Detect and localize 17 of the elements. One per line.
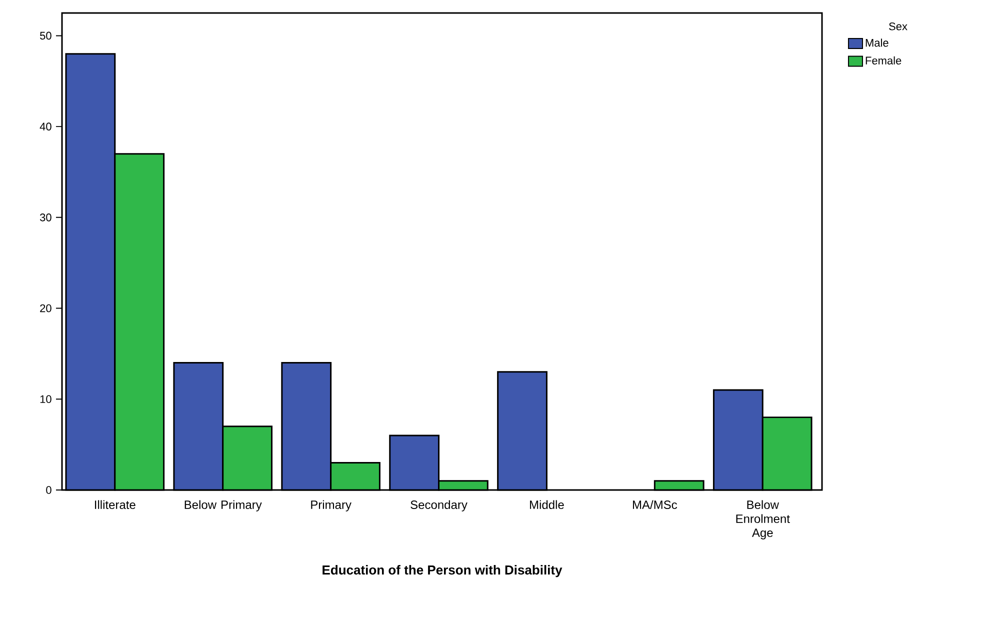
legend-label: Male [866, 38, 888, 47]
x-tick-label: Middle [530, 500, 564, 510]
y-tick-label: 10 [40, 395, 52, 404]
y-tick-label: 30 [40, 214, 52, 222]
legend-label: Female [866, 56, 902, 64]
x-tick-label: Primary [311, 500, 352, 512]
x-tick-label: Below Enrolment Age [736, 500, 790, 540]
y-tick-label: 20 [40, 304, 52, 312]
legend-title: Sex [889, 22, 908, 30]
y-tick-label: 50 [40, 32, 52, 40]
x-tick-label: MA/MSc [632, 500, 678, 510]
y-tick-label: 0 [46, 486, 52, 494]
x-tick-label: Below Primary [184, 500, 262, 512]
y-tick-label: 40 [40, 122, 52, 130]
x-tick-label: Illiterate [95, 500, 136, 510]
x-axis-title: Education of the Person with Disability [322, 565, 562, 578]
x-tick-label: Secondary [410, 500, 468, 512]
